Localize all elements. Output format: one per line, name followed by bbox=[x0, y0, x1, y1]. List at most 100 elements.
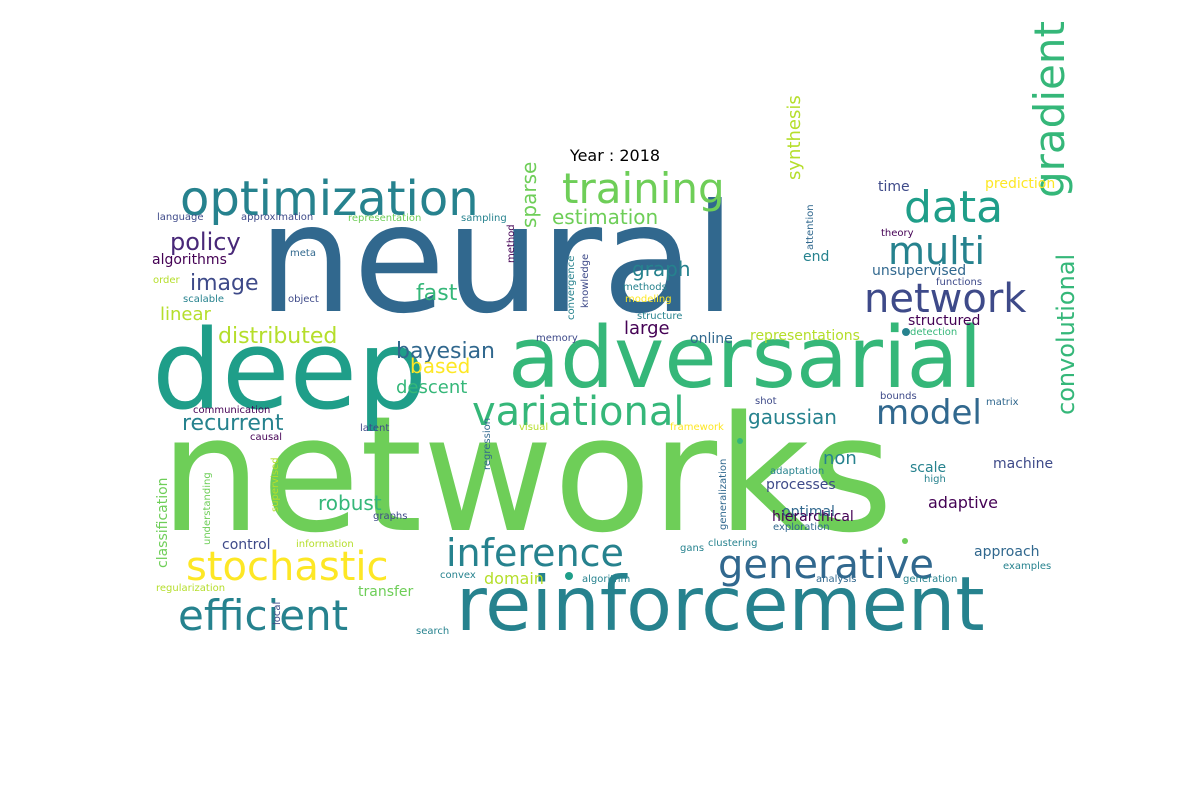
word-optimal: optimal bbox=[782, 504, 835, 520]
word-method: method bbox=[506, 224, 517, 263]
dot-mark bbox=[565, 572, 573, 580]
word-matrix: matrix bbox=[986, 397, 1019, 408]
word-structured: structured bbox=[908, 313, 980, 329]
word-domain: domain bbox=[484, 569, 544, 588]
word-meta: meta bbox=[290, 248, 316, 259]
word-transfer: transfer bbox=[358, 584, 414, 600]
word-time: time bbox=[878, 179, 910, 195]
word-high: high bbox=[924, 474, 946, 485]
word-supervised: supervised bbox=[270, 457, 281, 512]
word-generation: generation bbox=[903, 574, 957, 585]
word-language: language bbox=[157, 212, 204, 223]
word-model: model bbox=[876, 393, 982, 433]
word-communication: communication bbox=[193, 405, 270, 416]
word-detection: detection bbox=[910, 327, 957, 338]
word-deep: deep bbox=[152, 306, 427, 434]
word-local: local bbox=[272, 602, 283, 625]
word-data: data bbox=[904, 182, 1003, 233]
word-recurrent: recurrent bbox=[182, 411, 284, 436]
word-attention: attention bbox=[805, 204, 816, 250]
word-hierarchical: hierarchical bbox=[772, 509, 854, 525]
word-robust: robust bbox=[318, 491, 382, 515]
word-analysis: analysis bbox=[816, 574, 857, 585]
word-prediction: prediction bbox=[985, 176, 1055, 192]
word-estimation: estimation bbox=[552, 205, 658, 229]
word-non: non bbox=[823, 448, 857, 469]
word-training: training bbox=[562, 164, 725, 213]
word-representation: representation bbox=[348, 213, 421, 224]
word-exploration: exploration bbox=[773, 522, 830, 533]
word-structure: structure bbox=[637, 311, 682, 322]
word-clustering: clustering bbox=[708, 538, 757, 549]
word-convolutional: convolutional bbox=[1052, 254, 1080, 415]
word-image: image bbox=[190, 271, 259, 296]
word-sampling: sampling bbox=[461, 213, 507, 224]
dot-mark bbox=[902, 538, 908, 544]
word-bayesian: bayesian bbox=[396, 339, 495, 364]
word-approach: approach bbox=[974, 544, 1040, 560]
word-order: order bbox=[153, 275, 181, 286]
word-based: based bbox=[410, 354, 470, 378]
word-graphs: graphs bbox=[373, 511, 407, 522]
word-policy: policy bbox=[170, 228, 241, 256]
dot-mark bbox=[737, 438, 743, 444]
word-processes: processes bbox=[766, 477, 836, 493]
word-optimization: optimization bbox=[180, 171, 479, 227]
word-modeling: modeling bbox=[625, 294, 672, 305]
word-algorithms: algorithms bbox=[152, 252, 227, 268]
word-gaussian: gaussian bbox=[748, 405, 837, 429]
word-efficient: efficient bbox=[178, 591, 348, 640]
chart-title: Year : 2018 bbox=[569, 146, 661, 165]
word-methods: methods bbox=[623, 282, 667, 293]
word-causal: causal bbox=[250, 432, 282, 443]
word-framework: framework bbox=[670, 422, 724, 433]
word-classification: classification bbox=[155, 477, 171, 568]
word-end: end bbox=[803, 249, 829, 265]
word-regression: regression bbox=[482, 418, 493, 470]
word-linear: linear bbox=[160, 304, 212, 325]
word-memory: memory bbox=[536, 333, 578, 344]
word-adaptation: adaptation bbox=[770, 466, 824, 477]
word-distributed: distributed bbox=[218, 324, 337, 349]
word-adversarial: adversarial bbox=[508, 309, 982, 408]
word-algorithm: algorithm bbox=[582, 574, 630, 585]
word-reinforcement: reinforcement bbox=[456, 560, 985, 648]
word-inference: inference bbox=[446, 531, 624, 575]
word-convex: convex bbox=[440, 570, 476, 581]
word-variational: variational bbox=[472, 389, 685, 435]
word-networks: networks bbox=[160, 381, 893, 568]
word-scale: scale bbox=[910, 460, 946, 476]
word-bounds: bounds bbox=[880, 391, 917, 402]
word-gans: gans bbox=[680, 543, 704, 554]
word-scalable: scalable bbox=[183, 294, 224, 305]
word-generalization: generalization bbox=[718, 459, 729, 530]
word-information: information bbox=[296, 539, 354, 550]
word-visual: visual bbox=[519, 422, 548, 433]
word-approximation: approximation bbox=[241, 212, 313, 223]
word-descent: descent bbox=[396, 377, 467, 398]
word-neural: neural bbox=[258, 173, 736, 347]
word-network: network bbox=[864, 276, 1027, 322]
word-examples: examples bbox=[1003, 561, 1051, 572]
word-functions: functions bbox=[936, 277, 982, 288]
word-generative: generative bbox=[718, 542, 934, 588]
word-sparse: sparse bbox=[517, 162, 541, 228]
word-representations: representations bbox=[750, 328, 860, 344]
word-knowledge: knowledge bbox=[580, 254, 591, 308]
word-convergence: convergence bbox=[566, 256, 577, 320]
word-gradient: gradient bbox=[1025, 21, 1074, 198]
word-online: online bbox=[690, 331, 733, 347]
word-latent: latent bbox=[360, 423, 389, 434]
word-synthesis: synthesis bbox=[784, 95, 805, 180]
word-multi: multi bbox=[888, 229, 985, 273]
word-stochastic: stochastic bbox=[186, 544, 388, 590]
word-large: large bbox=[624, 318, 670, 339]
word-theory: theory bbox=[881, 228, 914, 239]
word-shot: shot bbox=[755, 396, 777, 407]
word-adaptive: adaptive bbox=[928, 493, 998, 512]
word-search: search bbox=[416, 626, 449, 637]
word-graph: graph bbox=[632, 257, 691, 281]
word-unsupervised: unsupervised bbox=[872, 263, 966, 279]
word-control: control bbox=[222, 537, 271, 553]
